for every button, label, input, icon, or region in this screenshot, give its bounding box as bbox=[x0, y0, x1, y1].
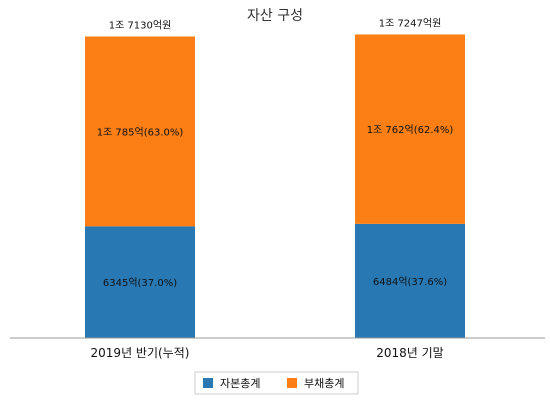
legend-box bbox=[194, 371, 359, 395]
bar-liabilities-0 bbox=[85, 36, 195, 227]
total-label-1: 1조 7247억원 bbox=[379, 17, 442, 29]
category-labels: 2019년 반기(누적) 2018년 기말 bbox=[91, 346, 444, 360]
bar-equity-1 bbox=[355, 223, 465, 338]
bars-group: 6345억(37.0%) 1조 785억(63.0%) 1조 7130억원 6484억… bbox=[85, 17, 465, 338]
bar-label-liabilities-0: 1조 785억(63.0%) bbox=[97, 126, 184, 138]
legend-swatch-equity bbox=[203, 378, 213, 388]
legend: 자본총계 부채총계 bbox=[194, 371, 359, 395]
category-label-1: 2018년 기말 bbox=[376, 346, 443, 360]
bar-label-equity-0: 6345억(37.0%) bbox=[103, 277, 177, 289]
bar-liabilities-1 bbox=[355, 34, 465, 224]
bar-equity-0 bbox=[85, 226, 195, 338]
legend-label-equity: 자본총계 bbox=[220, 377, 260, 390]
bar-label-liabilities-1: 1조 762억(62.4%) bbox=[367, 124, 454, 136]
total-label-0: 1조 7130억원 bbox=[109, 20, 172, 32]
category-label-0: 2019년 반기(누적) bbox=[91, 346, 190, 360]
legend-swatch-liabilities bbox=[287, 378, 297, 388]
legend-label-liabilities: 부채총계 bbox=[304, 377, 344, 390]
bar-label-equity-1: 6484억(37.6%) bbox=[373, 276, 447, 288]
chart-title: 자산 구성 bbox=[247, 8, 303, 24]
